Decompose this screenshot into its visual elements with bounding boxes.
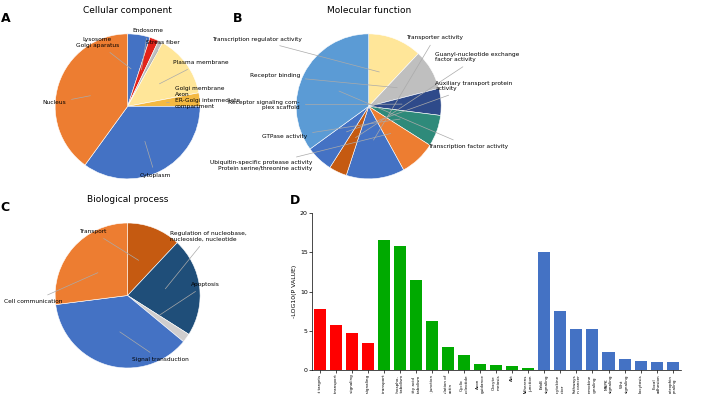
- Wedge shape: [55, 223, 128, 305]
- Wedge shape: [346, 106, 403, 179]
- Wedge shape: [128, 37, 159, 106]
- Wedge shape: [128, 296, 189, 342]
- Title: Biological process: Biological process: [87, 195, 168, 204]
- Wedge shape: [128, 93, 200, 106]
- Wedge shape: [56, 296, 184, 368]
- Bar: [330, 325, 342, 370]
- Wedge shape: [330, 106, 369, 175]
- Bar: [458, 355, 470, 370]
- Bar: [378, 240, 390, 370]
- Text: Receptor binding: Receptor binding: [250, 73, 397, 87]
- Title: Cellular component: Cellular component: [83, 6, 172, 15]
- Bar: [635, 361, 647, 370]
- Bar: [571, 329, 583, 370]
- Bar: [554, 311, 566, 370]
- Text: Endosome: Endosome: [133, 28, 163, 70]
- Text: Signal transduction: Signal transduction: [120, 332, 189, 362]
- Text: B: B: [233, 12, 242, 25]
- Bar: [506, 366, 518, 370]
- Wedge shape: [85, 106, 200, 179]
- Wedge shape: [369, 106, 430, 170]
- Text: Regulation of nucleobase,
nucleoside, nucleotide: Regulation of nucleobase, nucleoside, nu…: [165, 230, 247, 289]
- Text: Transcription factor activity: Transcription factor activity: [339, 91, 508, 149]
- Text: Transporter activity: Transporter activity: [374, 35, 464, 140]
- Wedge shape: [128, 223, 177, 296]
- Bar: [603, 352, 615, 370]
- Bar: [523, 368, 535, 370]
- Text: D: D: [290, 194, 300, 207]
- Bar: [410, 280, 422, 370]
- Bar: [346, 333, 358, 370]
- Text: Transport: Transport: [79, 229, 138, 260]
- Text: Guanyl-nucleotide exchange
factor activity: Guanyl-nucleotide exchange factor activi…: [356, 52, 520, 138]
- Y-axis label: -LOG10(P VALUE): -LOG10(P VALUE): [292, 265, 297, 318]
- Bar: [394, 246, 406, 370]
- Text: Transcription regulator activity: Transcription regulator activity: [212, 37, 379, 72]
- Wedge shape: [128, 34, 150, 106]
- Wedge shape: [310, 106, 369, 167]
- Title: Molecular function: Molecular function: [327, 6, 411, 15]
- Text: A: A: [1, 12, 11, 25]
- Bar: [442, 347, 454, 370]
- Wedge shape: [369, 34, 418, 106]
- Text: GTPase activity: GTPase activity: [262, 119, 400, 139]
- Bar: [586, 329, 598, 370]
- Bar: [314, 309, 326, 370]
- Text: Golgi membrane
Axon
ER-Golgi intermediate
compartment: Golgi membrane Axon ER-Golgi intermediat…: [167, 86, 240, 109]
- Bar: [474, 364, 486, 370]
- Bar: [651, 362, 663, 370]
- Wedge shape: [128, 41, 162, 106]
- Text: Nucleus: Nucleus: [43, 96, 91, 105]
- Text: Cytoplasm: Cytoplasm: [140, 141, 171, 178]
- Text: Ubiquitin-specific protease activity
Protein serine/threonine activity: Ubiquitin-specific protease activity Pro…: [210, 134, 391, 171]
- Bar: [666, 362, 679, 370]
- Bar: [426, 321, 438, 370]
- Text: Stress fiber: Stress fiber: [145, 40, 179, 72]
- Bar: [362, 343, 374, 370]
- Wedge shape: [369, 54, 439, 106]
- Text: Plasma membrane: Plasma membrane: [160, 60, 228, 84]
- Text: Lysosome
Golgi aparatus: Lysosome Golgi aparatus: [76, 37, 131, 69]
- Text: Cell communication: Cell communication: [4, 273, 98, 304]
- Bar: [491, 365, 502, 370]
- Text: C: C: [1, 201, 10, 214]
- Wedge shape: [369, 106, 440, 145]
- Wedge shape: [55, 34, 128, 165]
- Bar: [618, 359, 630, 370]
- Text: Receptor signaling com-
plex scaffold: Receptor signaling com- plex scaffold: [228, 100, 402, 110]
- Bar: [538, 252, 550, 370]
- Wedge shape: [296, 34, 369, 149]
- Wedge shape: [128, 43, 199, 106]
- Text: Apoptosis: Apoptosis: [160, 282, 220, 315]
- Wedge shape: [128, 243, 200, 335]
- Wedge shape: [369, 88, 441, 115]
- Text: Auxiliary transport protein
activity: Auxiliary transport protein activity: [347, 81, 513, 132]
